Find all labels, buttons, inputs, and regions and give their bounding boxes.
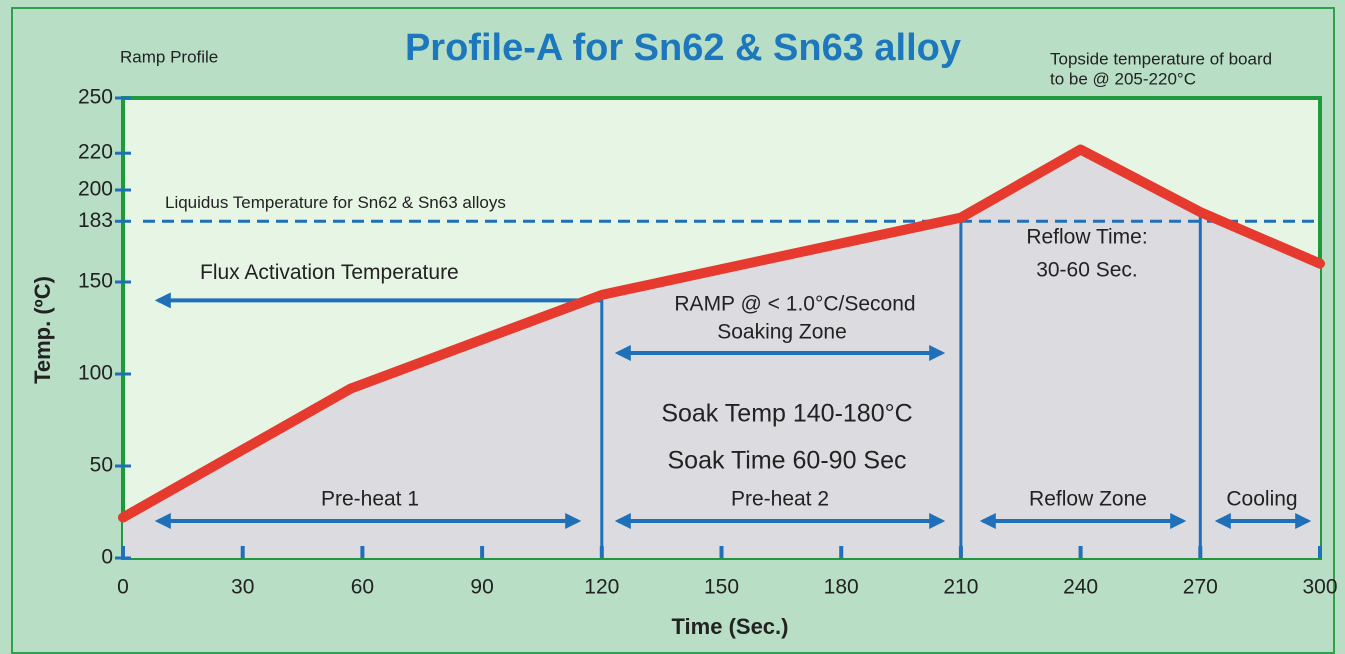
y-tick-label: 50	[90, 454, 113, 477]
note: Topside temperature of board	[1050, 49, 1272, 68]
flux-label: Flux Activation Temperature	[200, 261, 459, 284]
x-tick-label: 90	[470, 576, 493, 599]
y-tick-label: 150	[78, 270, 113, 293]
frame	[11, 7, 1335, 654]
y-tick-label: 100	[78, 362, 113, 385]
annotation: Soak Time 60-90 Sec	[667, 447, 906, 475]
annotation: 30-60 Sec.	[1036, 259, 1138, 282]
annotation: Reflow Time:	[1026, 226, 1147, 249]
data-line	[118, 144, 1325, 523]
zone-label: Cooling	[1226, 488, 1297, 511]
x-tick-label: 0	[117, 576, 129, 599]
x-tick-label: 270	[1183, 576, 1218, 599]
annotation: RAMP @ < 1.0°C/Second	[674, 293, 915, 316]
zone-label: Pre-heat 1	[321, 488, 419, 511]
x-tick-label: 300	[1302, 576, 1337, 599]
zone-label: Pre-heat 2	[731, 488, 829, 511]
annotation: Soaking Zone	[717, 321, 847, 344]
zone-label: Reflow Zone	[1029, 488, 1147, 511]
subtitle: Ramp Profile	[120, 47, 218, 66]
x-axis-label: Time (Sec.)	[672, 614, 789, 639]
y-tick-label: 183	[78, 209, 113, 232]
y-tick-label: 0	[101, 546, 113, 569]
y-tick-label: 220	[78, 141, 113, 164]
y-axis-label: Temp. (ºC)	[30, 276, 55, 384]
x-tick-label: 30	[231, 576, 254, 599]
zone-arrows	[154, 345, 1312, 529]
x-tick-label: 60	[351, 576, 374, 599]
x-tick-label: 150	[704, 576, 739, 599]
annotation: Soak Temp 140-180°C	[661, 400, 912, 428]
chart-title: Profile-A for Sn62 & Sn63 alloy	[405, 27, 961, 69]
y-tick-label: 200	[78, 178, 113, 201]
x-tick-label: 240	[1063, 576, 1098, 599]
liquidus-label: Liquidus Temperature for Sn62 & Sn63 all…	[165, 193, 506, 212]
x-tick-label: 120	[584, 576, 619, 599]
y-tick-label: 250	[78, 86, 113, 109]
x-tick-label: 180	[824, 576, 859, 599]
x-tick-label: 210	[943, 576, 978, 599]
note: to be @ 205-220°C	[1050, 69, 1196, 88]
